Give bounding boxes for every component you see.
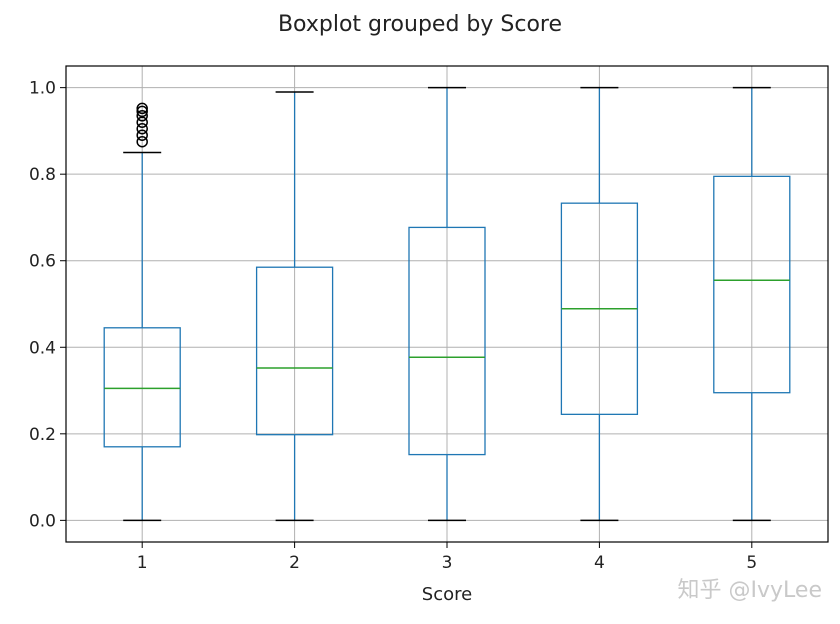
x-tick-label: 5 <box>746 553 757 573</box>
box-group-5 <box>713 86 791 522</box>
outlier-point <box>136 122 148 135</box>
outlier-point <box>136 129 148 141</box>
box-iqr <box>103 327 181 448</box>
outlier-point <box>136 116 148 129</box>
outlier-point <box>136 110 148 122</box>
watermark: 知乎 @IvyLee <box>677 578 822 603</box>
y-tick-label: 0.0 <box>29 511 56 531</box>
box-layer <box>103 86 791 522</box>
x-tick-label: 1 <box>137 553 148 573</box>
box-group-2 <box>255 91 334 522</box>
box-iqr <box>713 175 791 394</box>
tick-layer: 0.0 0.2 0.4 0.6 0.8 1.0 1 2 3 4 5 <box>29 79 757 573</box>
box-iqr <box>255 266 334 436</box>
box-group-4 <box>560 86 639 522</box>
outlier-point <box>136 135 148 148</box>
y-tick-label: 0.6 <box>29 252 56 272</box>
outlier-point <box>136 102 148 115</box>
box-iqr <box>408 226 486 456</box>
chart-title: Boxplot grouped by Score <box>277 12 563 37</box>
x-tick-label: 3 <box>442 553 453 573</box>
y-tick-label: 0.8 <box>29 165 56 185</box>
y-tick-label: 0.4 <box>29 338 56 358</box>
x-axis-label: Score <box>421 584 473 605</box>
x-tick-label: 4 <box>594 553 605 573</box>
y-tick-label: 0.2 <box>29 425 56 445</box>
box-group-1 <box>103 102 181 522</box>
outlier-point <box>136 105 148 118</box>
y-tick-label: 1.0 <box>29 79 56 99</box>
box-group-3 <box>408 86 486 522</box>
x-tick-label: 2 <box>289 553 300 573</box>
